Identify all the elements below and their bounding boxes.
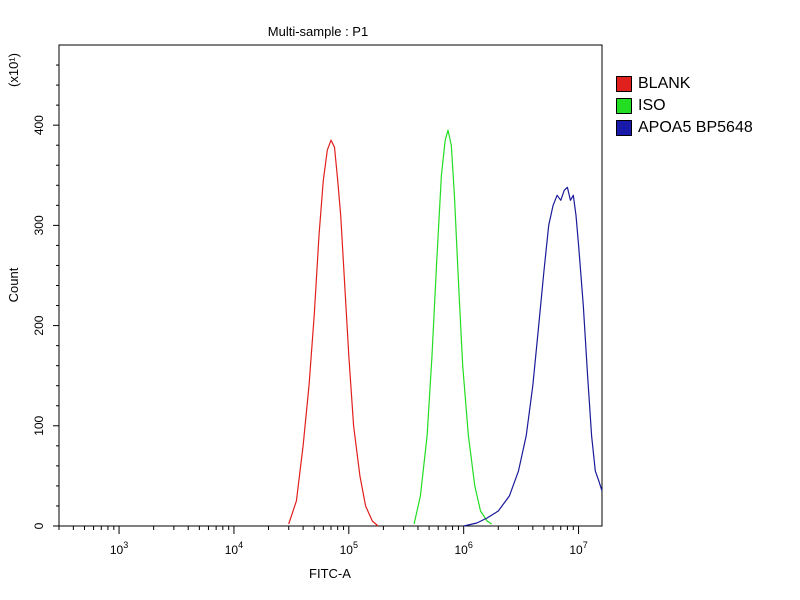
y-axis-ticks: 0 100 200 300 400	[32, 64, 59, 529]
chart-title: Multi-sample : P1	[268, 24, 368, 39]
legend-label-apoa5: APOA5 BP5648	[638, 119, 753, 136]
y-tick-label: 300	[32, 215, 46, 235]
x-tick-label: 103	[110, 540, 128, 557]
x-tick-label: 104	[225, 540, 243, 557]
legend-swatch-iso	[616, 98, 632, 114]
x-tick-label: 107	[569, 540, 587, 557]
series-line-blank	[288, 139, 379, 527]
y-tick-label: 100	[32, 415, 46, 435]
x-tick-label: 106	[454, 540, 472, 557]
x-axis-label: FITC-A	[309, 566, 351, 581]
y-multiplier-label: (x10¹)	[6, 53, 21, 87]
legend-item-iso: ISO	[616, 95, 753, 117]
x-axis-ticks: 103 104 105 106 107	[58, 526, 588, 557]
legend-item-apoa5: APOA5 BP5648	[616, 117, 753, 139]
plot-frame	[58, 44, 603, 527]
legend-swatch-blank	[616, 76, 632, 92]
legend: BLANK ISO APOA5 BP5648	[616, 73, 753, 139]
series-line-iso	[413, 129, 492, 525]
y-axis-label: Count	[6, 267, 21, 302]
series-line-apoa5-bp5648	[463, 186, 603, 527]
legend-item-blank: BLANK	[616, 73, 753, 95]
y-tick-label: 0	[32, 522, 46, 529]
legend-label-iso: ISO	[638, 97, 666, 114]
y-tick-label: 400	[32, 115, 46, 135]
series-layer	[288, 129, 603, 527]
legend-label-blank: BLANK	[638, 75, 691, 92]
y-tick-label: 200	[32, 315, 46, 335]
x-tick-label: 105	[340, 540, 358, 557]
legend-swatch-apoa5	[616, 120, 632, 136]
